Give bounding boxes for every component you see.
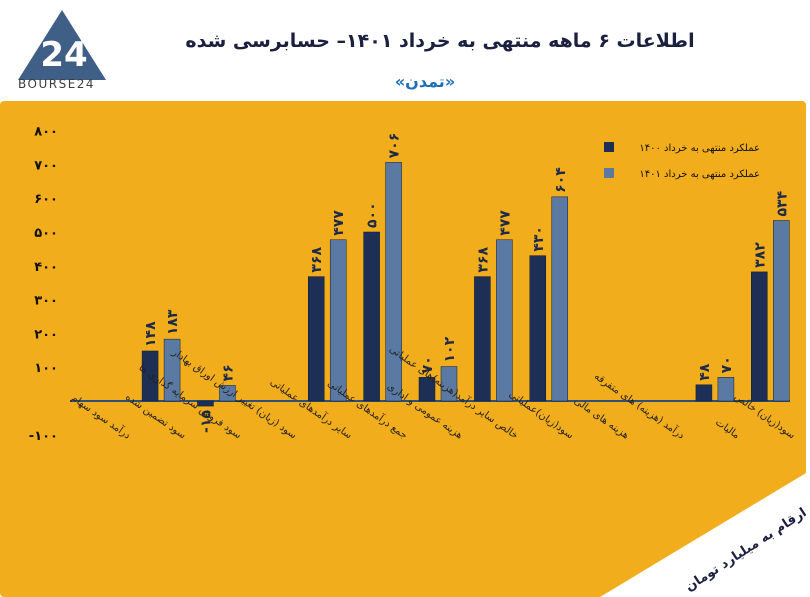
bar — [773, 220, 790, 402]
unit-note: ارقام به میلیارد تومان — [600, 473, 806, 597]
bar-value-label: ۱۰۲ — [442, 336, 458, 362]
bar-value-label: ۵۳۴ — [774, 190, 790, 216]
bar — [219, 385, 236, 402]
x-category-label: درآمد (هزینه) های متفرقه — [592, 369, 687, 441]
bar-value-label: ۵۰۰ — [365, 202, 381, 228]
data-labels: ۱۴۸ -۱۵ ۳۶۸ ۵۰۰ ۷۰ ۳۶۸ ۴۳۰ ۴۸ ۳۸۲ ۱۸۳ ۴۶ ۴۷۷ ۷۰۶ ۱۰۲ ۴… — [143, 133, 790, 433]
y-tick-label: ۳۰۰ — [34, 294, 58, 309]
bar — [496, 239, 513, 402]
logo-text: BOURSE24 — [18, 77, 96, 91]
bar-value-label: -۱۵ — [198, 410, 214, 433]
y-tick-label: ۶۰۰ — [34, 192, 58, 207]
page-title: اطلاعات ۶ ماهه منتهی به خرداد ۱۴۰۱– حساب… — [185, 30, 695, 52]
legend-swatch — [604, 142, 614, 152]
bar — [141, 350, 159, 402]
y-tick-label: ۴۰۰ — [34, 260, 58, 275]
bar — [440, 366, 458, 402]
y-tick-label: ۸۰۰ — [34, 125, 58, 140]
legend-label: عملکرد منتهی به خرداد ۱۴۰۱ — [639, 169, 760, 180]
bar-value-label: ۴۸ — [697, 363, 713, 381]
bars — [141, 162, 790, 407]
bar-value-label: ۱۴۸ — [143, 321, 159, 347]
bar-value-label: ۶۰۴ — [553, 167, 569, 193]
bar — [385, 162, 402, 402]
bar — [329, 239, 347, 402]
y-tick-label: ۵۰۰ — [34, 226, 58, 241]
bar-value-label: ۴۳۰ — [531, 226, 547, 252]
bar — [474, 276, 491, 402]
y-tick-label: -۱۰۰ — [29, 429, 58, 444]
bar — [551, 196, 569, 402]
bar-value-label: ۴۷۷ — [331, 210, 347, 236]
x-category-label: مالیات — [713, 417, 741, 441]
bar — [163, 338, 181, 402]
bar-value-label: ۳۶۸ — [309, 247, 325, 273]
bar — [363, 231, 380, 402]
bar-chart: -۱۰۰ ۱۰۰ ۲۰۰ ۳۰۰ ۴۰۰ ۵۰۰ ۶۰۰ ۷۰۰ ۸۰۰ ۱۴۸ -۱۵ ۳۶۸ ۵۰… — [29, 125, 806, 597]
bar — [529, 255, 547, 402]
bar-value-label: ۳۸۲ — [752, 242, 768, 268]
bar-value-label: ۴۶ — [220, 364, 236, 381]
bar — [695, 384, 713, 402]
legend-swatch — [604, 168, 614, 178]
bar — [751, 271, 768, 402]
page-subtitle: «تمدن» — [394, 72, 456, 91]
bar-value-label: ۴۷۷ — [497, 210, 513, 236]
y-tick-label: ۱۰۰ — [34, 361, 58, 376]
bar-value-label: ۳۶۸ — [475, 247, 491, 273]
bourse24-logo: 24 — [14, 8, 110, 94]
bar — [307, 276, 325, 402]
legend: عملکرد منتهی به خرداد ۱۴۰۰ عملکرد منتهی ب… — [604, 142, 760, 180]
bar-value-label: ۱۸۳ — [165, 309, 181, 335]
bar-value-label: ۷۰۶ — [387, 133, 403, 159]
x-category-label: هزینه های مالی — [572, 396, 631, 442]
chart-panel: -۱۰۰ ۱۰۰ ۲۰۰ ۳۰۰ ۴۰۰ ۵۰۰ ۶۰۰ ۷۰۰ ۸۰۰ ۱۴۸ -۱۵ ۳۶۸ ۵۰… — [0, 101, 806, 597]
svg-text:24: 24 — [40, 35, 87, 75]
note-triangle — [600, 473, 806, 597]
bar — [717, 377, 735, 402]
y-tick-label: ۲۰۰ — [34, 327, 58, 342]
bar-value-label: ۷۰ — [719, 356, 735, 373]
bar — [418, 377, 436, 402]
y-tick-label: ۷۰۰ — [34, 158, 58, 173]
legend-label: عملکرد منتهی به خرداد ۱۴۰۰ — [639, 143, 760, 154]
bar-value-label: ۷۰ — [420, 356, 436, 373]
bar — [197, 400, 214, 407]
